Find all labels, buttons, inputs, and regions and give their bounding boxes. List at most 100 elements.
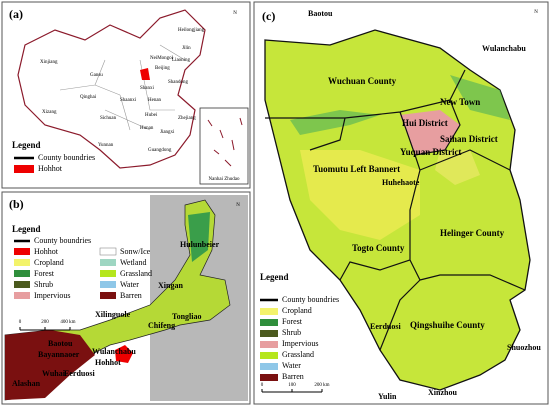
county-label: Saihan District [440, 134, 498, 144]
legend-swatch [100, 259, 116, 266]
legend-swatch [260, 341, 278, 348]
legend-swatch [100, 281, 116, 288]
legend-swatch [260, 308, 278, 315]
province-label: Guangdong [148, 148, 172, 153]
legend-item: Hohhot [38, 164, 63, 173]
province-label: Beijing [155, 66, 170, 71]
region-label: Xilinguole [95, 310, 131, 319]
county-label: Togto County [352, 243, 405, 253]
hohhot-area [115, 345, 133, 363]
area-label: Eerduosi [370, 322, 401, 331]
scale-label: 100 [288, 383, 296, 388]
province-label: Jiangxi [160, 130, 175, 135]
area-label: Wulanchabu [482, 44, 526, 53]
inset-label: Nanhai Zhudao [209, 177, 240, 182]
scale-label: 0 [261, 383, 264, 388]
forest-area [188, 212, 210, 262]
legend-title: Legend [12, 224, 41, 234]
north-arrow: N [236, 203, 240, 208]
region-label: Chifeng [148, 321, 175, 330]
legend-item: Grassland [282, 350, 314, 359]
legend-item: Cropland [282, 306, 312, 315]
legend-title: Legend [12, 140, 41, 150]
legend-c: County boundries Cropland Forest Shrub I… [260, 295, 339, 381]
scale-bar [19, 327, 71, 331]
north-arrow: N [534, 10, 538, 15]
province-label: Hubei [145, 113, 158, 118]
legend-item: Grassland [120, 269, 152, 278]
area-label: Baotou [308, 9, 333, 18]
cropland-area [435, 150, 480, 185]
legend-item: Forest [34, 269, 55, 278]
province-label: Yunnan [98, 143, 114, 148]
legend-swatch [99, 247, 117, 256]
county-label: Wuchuan County [328, 76, 397, 86]
legend-item: Water [282, 361, 301, 370]
area-label: Shuozhou [507, 343, 541, 352]
region-label: Wuhai [42, 369, 66, 378]
panel-label: (b) [9, 197, 24, 211]
legend-item: County boundries [38, 153, 95, 162]
province-label: NeiMongol [150, 56, 174, 61]
county-label: Helinger County [440, 228, 505, 238]
legend-swatch [14, 259, 30, 266]
county-label: Huhehaote [382, 178, 420, 187]
province-boundaries [59, 44, 186, 131]
legend-swatch [260, 374, 278, 381]
legend-swatch [260, 352, 278, 359]
legend-item: Sonw/Ice [120, 247, 151, 256]
legend-item: Impervious [282, 339, 318, 348]
region-label: Tongliao [172, 312, 202, 321]
legend-swatch [260, 319, 278, 326]
legend-item: County boundries [282, 295, 339, 304]
county-label: New Town [440, 97, 480, 107]
legend-title: Legend [260, 272, 289, 282]
province-label: Jilin [182, 46, 191, 51]
scale-label: 0 [19, 320, 22, 325]
legend-swatch [14, 281, 30, 288]
county-labels: Wuchuan County New Town Hui District Sai… [313, 76, 505, 330]
region-label: Xingan [158, 281, 183, 290]
legend-swatch [14, 270, 30, 277]
legend-item: Barren [282, 372, 304, 381]
legend-item: Wetland [120, 258, 146, 267]
county-boundaries [265, 69, 526, 351]
province-label: Gansu [90, 73, 103, 78]
legend-swatch [260, 330, 278, 337]
county-label: Qingshuihe County [410, 320, 485, 330]
barren-area [5, 330, 95, 400]
impervious-area [400, 110, 460, 155]
china-outline [17, 9, 206, 169]
scale-label: 200 km [314, 383, 329, 388]
province-label: Shaanxi [120, 98, 137, 103]
legend-item: Impervious [34, 291, 70, 300]
legend-item: Water [120, 280, 139, 289]
region-label: Alashan [12, 379, 41, 388]
north-arrow: N [233, 11, 237, 16]
province-labels: Xinjiang Xizang Qinghai Gansu NeiMongol … [40, 28, 205, 153]
legend-item: County boundries [34, 236, 91, 245]
region-labels: Hulunbeier Xingan Tongliao Chifeng Xilin… [12, 240, 220, 388]
surrounding-labels: Baotou Wulanchabu Eerduosi Shuozhou Xinz… [308, 9, 541, 401]
legend-swatch [14, 165, 34, 173]
region-label: Eerduosi [64, 369, 95, 378]
legend-swatch [14, 292, 30, 299]
region-label: Hulunbeier [180, 240, 220, 249]
region-label: Hohhot [95, 358, 121, 367]
region-label: Bayannaoer [38, 350, 80, 359]
region-label: Baotou [48, 339, 73, 348]
legend-swatch [260, 363, 278, 370]
province-label: Henan [148, 98, 162, 103]
panel-label: (c) [262, 9, 275, 23]
area-label: Xinzhou [428, 388, 457, 397]
region-label: Wulanchabu [92, 347, 136, 356]
province-label: Heilongjiang [178, 28, 205, 33]
scale-label: 400 km [60, 320, 75, 325]
province-label: Shanxi [140, 86, 155, 91]
panel-label: (a) [9, 7, 23, 21]
legend-swatch [14, 248, 30, 255]
legend-item: Shrub [34, 280, 53, 289]
area-label: Yulin [378, 392, 397, 401]
province-label: Xizang [42, 110, 57, 115]
scale-label: 200 [41, 320, 49, 325]
